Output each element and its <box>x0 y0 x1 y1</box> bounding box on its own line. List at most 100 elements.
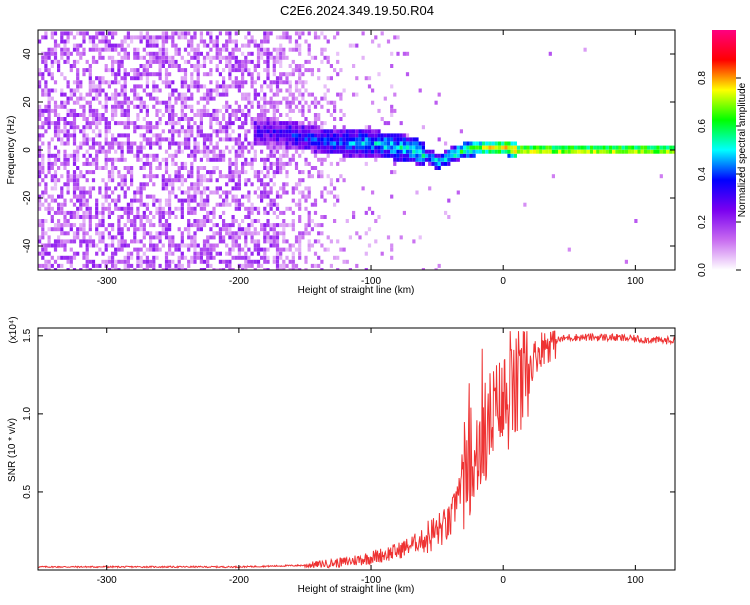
heatmap-cell <box>155 243 159 248</box>
heatmap-cell <box>117 59 121 64</box>
heatmap-cell <box>260 96 264 101</box>
heatmap-cell <box>72 149 77 154</box>
heatmap-cell <box>215 47 219 52</box>
heatmap-cell <box>177 64 181 68</box>
heatmap-cell <box>244 194 248 199</box>
heatmap-cell <box>164 251 169 256</box>
heatmap-cell <box>367 141 372 146</box>
heatmap-cell <box>79 43 83 48</box>
heatmap-cell <box>222 190 226 195</box>
heatmap-cell <box>187 96 191 101</box>
heatmap-cell <box>320 129 324 134</box>
heatmap-cell <box>244 161 248 166</box>
heatmap-cell <box>215 92 219 97</box>
heatmap-cell <box>241 125 245 130</box>
heatmap-cell <box>339 96 343 101</box>
heatmap-cell <box>180 206 184 211</box>
heatmap-cell <box>41 113 45 117</box>
heatmap-cell <box>285 129 289 134</box>
heatmap-cell <box>320 223 324 228</box>
heatmap-cell <box>336 59 340 64</box>
heatmap-cell <box>266 247 270 252</box>
heatmap-cell <box>263 223 267 228</box>
heatmap-cell <box>79 223 83 228</box>
heatmap-cell <box>298 129 302 134</box>
heatmap-cell <box>196 243 200 248</box>
heatmap-cell <box>256 239 261 244</box>
heatmap-cell <box>196 51 200 56</box>
heatmap-cell <box>313 198 318 203</box>
heatmap-cell <box>260 137 264 142</box>
heatmap-cell <box>41 92 45 97</box>
heatmap-cell <box>425 149 429 154</box>
heatmap-cell <box>244 243 248 248</box>
heatmap-cell <box>145 64 149 68</box>
heatmap-cell <box>279 121 283 126</box>
heatmap-cell <box>60 190 64 195</box>
heatmap-cell <box>136 239 140 244</box>
heatmap-cell <box>171 59 175 64</box>
heatmap-cell <box>130 219 134 223</box>
heatmap-cell <box>593 145 597 150</box>
heatmap-cell <box>133 92 137 97</box>
heatmap-cell <box>152 215 156 219</box>
heatmap-cell <box>82 141 86 146</box>
heatmap-cell <box>187 198 191 203</box>
heatmap-cell <box>393 170 397 175</box>
heatmap-cell <box>82 108 86 113</box>
heatmap-cell <box>367 76 372 81</box>
heatmap-cell <box>72 108 77 113</box>
heatmap-cell <box>444 141 448 146</box>
heatmap-cell <box>196 47 200 52</box>
heatmap-cell <box>374 133 378 138</box>
heatmap-cell <box>212 39 216 44</box>
heatmap-cell <box>298 219 302 223</box>
heatmap-cell <box>307 47 311 52</box>
heatmap-cell <box>310 141 314 146</box>
heatmap-cell <box>136 72 140 77</box>
heatmap-cell <box>155 206 159 211</box>
heatmap-cell <box>206 145 210 150</box>
heatmap-cell <box>69 125 73 130</box>
heatmap-cell <box>659 174 663 179</box>
heatmap-cell <box>593 149 597 154</box>
heatmap-cell <box>228 268 232 270</box>
heatmap-cell <box>377 145 381 150</box>
heatmap-cell <box>352 92 356 97</box>
heatmap-cell <box>53 210 58 215</box>
heatmap-cell <box>459 129 463 134</box>
heatmap-cell <box>383 149 387 154</box>
heatmap-cell <box>47 100 51 105</box>
heatmap-cell <box>101 47 105 52</box>
heatmap-cell <box>260 178 264 183</box>
heatmap-cell <box>364 141 368 146</box>
heatmap-cell <box>117 247 121 252</box>
heatmap-cell <box>91 113 96 117</box>
heatmap-cell <box>206 88 210 93</box>
heatmap-cell <box>361 55 365 60</box>
heatmap-cell <box>386 133 391 138</box>
heatmap-cell <box>313 239 318 244</box>
heatmap-cell <box>202 145 207 150</box>
heatmap-cell <box>228 247 232 252</box>
heatmap-cell <box>145 104 149 109</box>
heatmap-cell <box>53 129 58 134</box>
heatmap-cell <box>158 100 162 105</box>
heatmap-cell <box>202 64 207 68</box>
heatmap-cell <box>294 121 299 126</box>
heatmap-cell <box>222 47 226 52</box>
heatmap-cell <box>247 206 251 211</box>
heatmap-cell <box>247 92 251 97</box>
heatmap-cell <box>298 215 302 219</box>
x-tick-label: 100 <box>627 575 644 586</box>
heatmap-cell <box>72 47 77 52</box>
heatmap-cell <box>88 161 92 166</box>
heatmap-cell <box>218 157 222 162</box>
heatmap-cell <box>133 125 137 130</box>
heatmap-cell <box>142 117 146 121</box>
heatmap-cell <box>326 133 330 138</box>
heatmap-cell <box>41 255 45 260</box>
heatmap-cell <box>136 206 140 211</box>
heatmap-cell <box>266 117 270 121</box>
heatmap-cell <box>79 84 83 89</box>
